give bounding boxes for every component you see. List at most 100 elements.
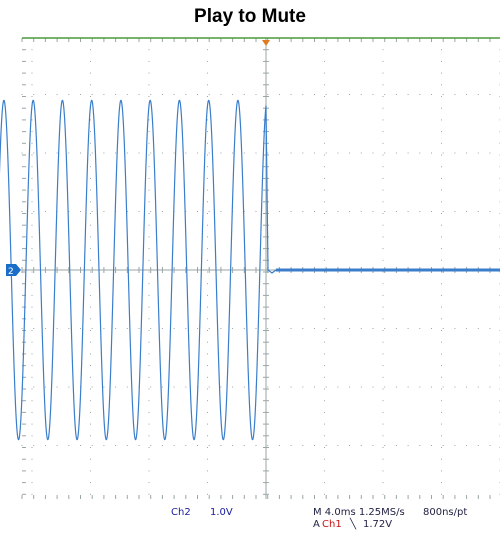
grid-dot bbox=[232, 386, 234, 388]
grid-dot bbox=[148, 154, 150, 156]
grid-dot bbox=[220, 386, 222, 388]
grid-dot bbox=[278, 386, 280, 388]
grid-dot bbox=[207, 271, 208, 273]
grid-dot bbox=[419, 445, 421, 446]
grid-dot bbox=[382, 470, 384, 472]
grid-dot bbox=[325, 152, 327, 154]
grid-dot bbox=[441, 236, 442, 238]
grid-dot bbox=[126, 445, 128, 446]
grid-dot bbox=[31, 166, 33, 168]
grid-dot bbox=[185, 445, 187, 446]
grid-dot bbox=[220, 152, 222, 154]
grid-dot bbox=[324, 353, 325, 355]
grid-dot bbox=[324, 294, 325, 296]
grid-dot bbox=[337, 152, 339, 154]
grid-dot bbox=[337, 386, 339, 388]
grid-dot bbox=[207, 376, 208, 378]
grid-dot bbox=[489, 328, 491, 329]
grid-dot bbox=[90, 435, 91, 437]
grid-dot bbox=[197, 445, 198, 446]
grid-dot bbox=[324, 142, 325, 144]
graticule bbox=[21, 37, 500, 499]
grid-dot bbox=[349, 328, 351, 329]
grid-dot bbox=[207, 294, 208, 296]
grid-dot bbox=[148, 411, 150, 413]
grid-dot bbox=[31, 60, 33, 62]
grid-dot bbox=[441, 318, 442, 320]
grid-dot bbox=[31, 365, 33, 367]
grid-dot bbox=[382, 306, 384, 308]
grid-dot bbox=[126, 211, 128, 212]
grid-dot bbox=[90, 49, 91, 51]
grid-dot bbox=[442, 94, 444, 95]
grid-dot bbox=[207, 283, 208, 285]
grid-dot bbox=[441, 142, 442, 144]
grid-dot bbox=[395, 94, 397, 95]
grid-dot bbox=[441, 423, 442, 425]
grid-dot bbox=[80, 211, 81, 212]
grid-dot bbox=[90, 60, 91, 62]
grid-dot bbox=[441, 224, 442, 226]
grid-dot bbox=[207, 482, 208, 484]
grid-dot bbox=[442, 211, 444, 212]
grid-dot bbox=[384, 386, 386, 388]
grid-dot bbox=[207, 213, 208, 214]
grid-dot bbox=[267, 152, 269, 154]
grid-dot bbox=[441, 154, 442, 156]
grid-dot bbox=[441, 400, 442, 402]
grid-dot bbox=[207, 236, 208, 238]
grid-dot bbox=[441, 376, 442, 378]
grid-dot bbox=[255, 94, 257, 95]
grid-dot bbox=[395, 445, 397, 446]
grid-dot bbox=[349, 152, 351, 154]
grid-dot bbox=[441, 72, 442, 74]
grid-dot bbox=[278, 94, 280, 95]
grid-dot bbox=[185, 211, 187, 212]
grid-dot bbox=[419, 94, 421, 95]
grid-dot bbox=[207, 84, 208, 86]
grid-dot bbox=[489, 386, 491, 388]
grid-dot bbox=[360, 445, 362, 446]
grid-dot bbox=[90, 271, 91, 273]
grid-dot bbox=[382, 236, 384, 238]
grid-dot bbox=[207, 341, 208, 343]
grid-dot bbox=[31, 341, 33, 343]
grid-dot bbox=[382, 119, 384, 121]
grid-dot bbox=[56, 152, 58, 154]
grid-dot bbox=[21, 445, 23, 446]
grid-dot bbox=[442, 386, 444, 388]
grid-dot bbox=[290, 445, 292, 446]
grid-dot bbox=[382, 201, 384, 203]
grid-dot bbox=[302, 94, 304, 95]
grid-dot bbox=[148, 49, 150, 51]
grid-dot bbox=[442, 328, 444, 329]
grid-dot bbox=[31, 330, 33, 331]
grid-dot bbox=[382, 318, 384, 320]
grid-dot bbox=[208, 328, 210, 329]
grid-dot bbox=[441, 353, 442, 355]
grid-dot bbox=[382, 447, 384, 448]
grid-dot bbox=[148, 376, 150, 378]
grid-dot bbox=[207, 248, 208, 250]
chart-title: Play to Mute bbox=[194, 6, 306, 27]
grid-dot bbox=[324, 107, 325, 109]
grid-dot bbox=[31, 271, 33, 273]
grid-dot bbox=[161, 328, 163, 329]
grid-dot bbox=[173, 152, 175, 154]
grid-dot bbox=[90, 248, 91, 250]
grid-dot bbox=[148, 283, 150, 285]
grid-dot bbox=[173, 328, 175, 329]
grid-dot bbox=[31, 142, 33, 144]
grid-dot bbox=[324, 458, 325, 460]
channel-ground-marker: 2 bbox=[6, 264, 21, 277]
grid-dot bbox=[21, 211, 23, 212]
grid-dot bbox=[384, 445, 386, 446]
grid-dot bbox=[441, 482, 442, 484]
grid-dot bbox=[324, 60, 325, 62]
grid-dot bbox=[441, 341, 442, 343]
grid-dot bbox=[382, 213, 384, 214]
grid-dot bbox=[382, 482, 384, 484]
grid-dot bbox=[382, 107, 384, 109]
grid-dot bbox=[419, 386, 421, 388]
grid-dot bbox=[31, 294, 33, 296]
